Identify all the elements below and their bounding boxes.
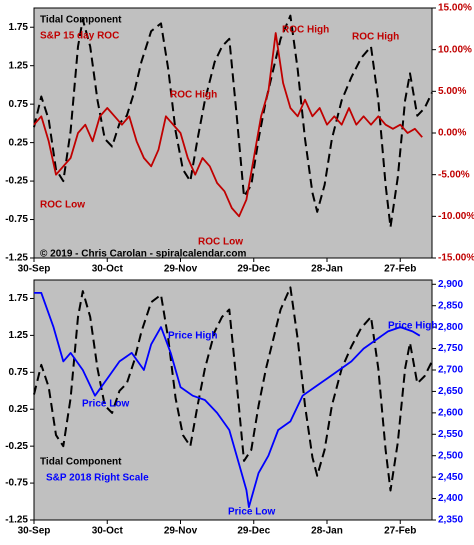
x-tick-label: 29-Nov [164, 526, 198, 537]
y2-tick-label: 10.00% [438, 44, 472, 55]
x-tick-label: 29-Dec [237, 264, 270, 275]
annotation: Tidal Component [40, 15, 122, 26]
y-tick-label: -0.75 [5, 478, 28, 489]
y-tick-label: 0.75 [9, 99, 29, 110]
x-tick-label: 30-Sep [18, 264, 51, 275]
x-tick-label: 30-Oct [92, 264, 124, 275]
y2-tick-label: 2,700 [438, 365, 463, 376]
y-tick-label: 1.25 [9, 60, 29, 71]
annotation: S&P 2018 Right Scale [46, 473, 149, 484]
x-tick-label: 27-Feb [384, 264, 416, 275]
annotation: ROC Low [198, 237, 243, 248]
series-line [33, 286, 433, 492]
y-tick-label: 1.75 [9, 293, 29, 304]
y-tick-label: 1.25 [9, 330, 29, 341]
annotation: Price Low [82, 399, 129, 410]
y2-tick-label: 2,850 [438, 300, 463, 311]
y2-tick-label: -5.00% [438, 169, 470, 180]
y2-tick-label: 15.00% [438, 3, 472, 14]
y2-tick-label: 2,650 [438, 386, 463, 397]
series-line [33, 14, 433, 229]
annotation: ROC High [352, 32, 399, 43]
y-tick-label: -1.25 [5, 253, 28, 264]
y-tick-label: -0.25 [5, 176, 28, 187]
y2-tick-label: -15.00% [438, 253, 474, 264]
annotation: Price High [168, 331, 217, 342]
annotation: ROC Low [40, 200, 85, 211]
y2-tick-label: 0.00% [438, 128, 466, 139]
y-tick-label: -0.75 [5, 214, 28, 225]
plot-area [33, 279, 433, 521]
y2-tick-label: 2,500 [438, 450, 463, 461]
annotation: © 2019 - Chris Carolan - spiralcalendar.… [40, 249, 246, 260]
annotation: S&P 15 day ROC [40, 31, 119, 42]
series-line [34, 292, 421, 508]
y2-tick-label: 2,400 [438, 493, 463, 504]
x-tick-label: 28-Jan [311, 264, 343, 275]
series-line [33, 32, 423, 218]
x-tick-label: 30-Sep [18, 526, 51, 537]
y2-tick-label: 2,750 [438, 343, 463, 354]
annotation: Price Low [228, 507, 275, 518]
y2-tick-label: -10.00% [438, 211, 474, 222]
y-tick-label: 1.75 [9, 22, 29, 33]
y-tick-label: -1.25 [5, 515, 28, 526]
annotation: Tidal Component [40, 457, 122, 468]
x-tick-label: 30-Oct [92, 526, 124, 537]
y2-tick-label: 2,550 [438, 429, 463, 440]
y2-tick-label: 2,900 [438, 279, 463, 290]
y2-tick-label: 2,450 [438, 472, 463, 483]
annotation: ROC High [170, 90, 217, 101]
x-tick-label: 28-Jan [311, 526, 343, 537]
y2-tick-label: 2,800 [438, 322, 463, 333]
annotation: ROC High [282, 25, 329, 36]
y2-tick-label: 5.00% [438, 86, 466, 97]
annotation: Price High [388, 321, 437, 332]
y-tick-label: 0.75 [9, 367, 29, 378]
x-tick-label: 29-Nov [164, 264, 198, 275]
x-tick-label: 27-Feb [384, 526, 416, 537]
y-tick-label: 0.25 [9, 137, 29, 148]
y2-tick-label: 2,600 [438, 407, 463, 418]
x-tick-label: 29-Dec [237, 526, 270, 537]
y2-tick-label: 2,350 [438, 515, 463, 526]
y-tick-label: -0.25 [5, 441, 28, 452]
plot-area [33, 7, 433, 259]
y-tick-label: 0.25 [9, 404, 29, 415]
